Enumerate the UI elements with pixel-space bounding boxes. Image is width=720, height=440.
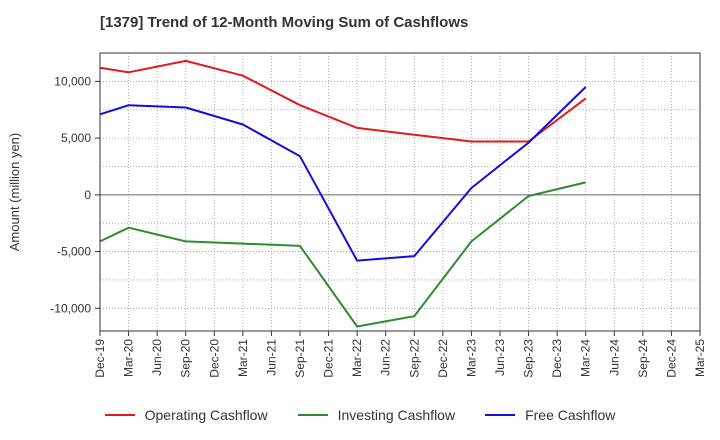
x-tick-label: Dec-22 (436, 339, 450, 378)
x-tick-label: Jun-23 (493, 339, 507, 376)
x-tick-label: Sep-24 (636, 339, 650, 378)
series-line-free-cashflow (99, 86, 587, 262)
y-tick-label: 0 (84, 188, 91, 202)
legend-label: Free Cashflow (525, 407, 616, 423)
chart-title: [1379] Trend of 12-Month Moving Sum of C… (100, 14, 469, 31)
legend: Operating Cashflow Investing Cashflow Free… (0, 404, 720, 426)
x-tick-label: Mar-24 (579, 339, 593, 377)
y-axis-title: Amount (million yen) (7, 133, 22, 252)
x-tick-label: Mar-23 (464, 339, 478, 377)
legend-item-operating-cashflow: Operating Cashflow (104, 407, 268, 423)
x-tick-label: Dec-20 (207, 339, 221, 378)
x-tick-label: Jun-21 (264, 339, 278, 376)
legend-item-free-cashflow: Free Cashflow (485, 407, 615, 423)
x-tick-label: Sep-21 (293, 339, 307, 378)
x-tick-label: Dec-19 (93, 339, 107, 378)
legend-swatch (297, 414, 328, 416)
x-tick-label: Mar-25 (693, 339, 707, 377)
legend-swatch (485, 414, 516, 416)
y-tick-label: -10,000 (50, 301, 91, 315)
x-tick-label: Jun-22 (379, 339, 393, 376)
grid-layer (99, 52, 701, 331)
series-layer (99, 59, 587, 328)
legend-item-investing-cashflow: Investing Cashflow (297, 407, 456, 423)
x-tick-label: Sep-20 (179, 339, 193, 378)
x-tick-label: Dec-23 (550, 339, 564, 378)
x-tick-label: Mar-22 (350, 339, 364, 377)
series-line-investing-cashflow (99, 181, 586, 328)
x-tick-label: Dec-24 (664, 339, 678, 378)
series-line-operating-cashflow (99, 59, 587, 143)
plot-frame (99, 52, 701, 332)
legend-label: Operating Cashflow (144, 407, 268, 423)
axis-layer: 10,000 5,000 0 -5,000 -10,000 Dec-19 Mar-20 Jun… (7, 52, 707, 378)
x-tick-label: Jun-24 (607, 339, 621, 376)
legend-swatch (104, 414, 135, 416)
y-tick-label: 5,000 (61, 131, 91, 145)
x-tick-label: Sep-23 (522, 339, 536, 378)
x-tick-label: Mar-20 (122, 339, 136, 377)
y-tick-label: -5,000 (57, 245, 91, 259)
x-tick-label: Jun-20 (150, 339, 164, 376)
x-tick-label: Dec-21 (322, 339, 336, 378)
x-tick-label: Mar-21 (236, 339, 250, 377)
x-tick-label: Sep-22 (407, 339, 421, 378)
y-tick-label: 10,000 (54, 74, 91, 88)
legend-label: Investing Cashflow (337, 407, 456, 423)
